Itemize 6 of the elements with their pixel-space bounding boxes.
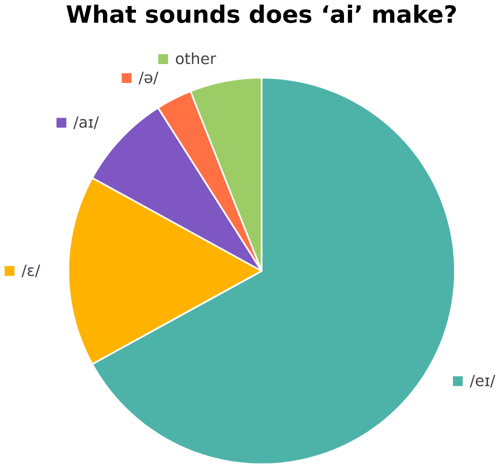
legend-label: /eɪ/ <box>470 374 496 388</box>
chart-title: What sounds does ‘ai’ make? <box>66 4 456 24</box>
legend-label: /aɪ/ <box>73 116 99 130</box>
legend-label: /ə/ <box>138 72 158 84</box>
legend-label: other <box>176 52 216 64</box>
legend-label: /ɛ/ <box>21 264 40 278</box>
